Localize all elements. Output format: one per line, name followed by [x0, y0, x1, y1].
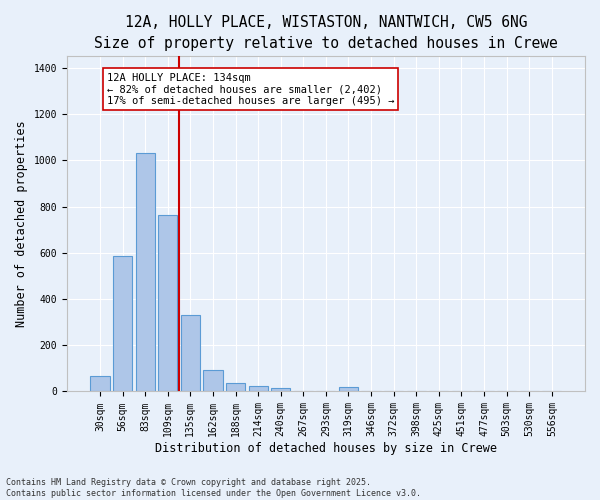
Title: 12A, HOLLY PLACE, WISTASTON, NANTWICH, CW5 6NG
Size of property relative to deta: 12A, HOLLY PLACE, WISTASTON, NANTWICH, C… [94, 15, 558, 51]
Bar [181, 315, 200, 392]
Text: Contains HM Land Registry data © Crown copyright and database right 2025.
Contai: Contains HM Land Registry data © Crown c… [6, 478, 421, 498]
Bar [158, 214, 178, 392]
Bar [91, 376, 110, 392]
Bar [339, 387, 358, 392]
Bar [226, 382, 245, 392]
Bar [136, 154, 155, 392]
Text: 12A HOLLY PLACE: 134sqm
← 82% of detached houses are smaller (2,402)
17% of semi: 12A HOLLY PLACE: 134sqm ← 82% of detache… [107, 72, 394, 106]
Bar [113, 256, 132, 392]
Bar [248, 386, 268, 392]
Bar [271, 388, 290, 392]
Y-axis label: Number of detached properties: Number of detached properties [15, 120, 28, 327]
Bar [203, 370, 223, 392]
X-axis label: Distribution of detached houses by size in Crewe: Distribution of detached houses by size … [155, 442, 497, 455]
